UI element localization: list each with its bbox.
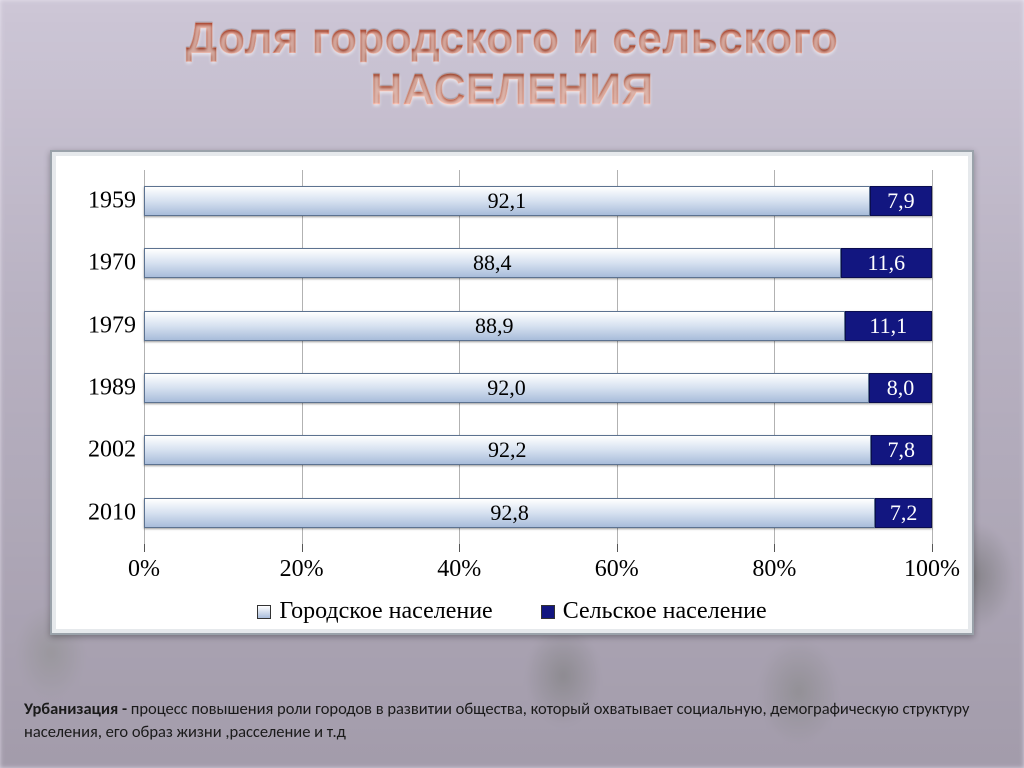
bar-segment-urban: 92,2	[144, 435, 871, 465]
bar-track: 92,8 7,2	[144, 498, 932, 528]
y-category-label: 1959	[68, 188, 136, 215]
y-category-label: 1989	[68, 375, 136, 402]
legend-item-urban: Городское население	[257, 598, 492, 625]
bar-track: 88,4 11,6	[144, 248, 932, 278]
legend-label: Сельское население	[563, 598, 767, 625]
legend-swatch-icon	[541, 605, 555, 619]
legend-label: Городское население	[279, 598, 492, 625]
bar-track: 88,9 11,1	[144, 311, 932, 341]
bar-value-label: 11,1	[869, 313, 907, 339]
x-tickmark	[459, 544, 460, 552]
chart-plot-area: 1959 92,1 7,9 1970 88,4 11,6 1979 88,9 1…	[144, 170, 932, 592]
legend-item-rural: Сельское население	[541, 598, 767, 625]
bar-row: 1989 92,0 8,0	[144, 368, 932, 408]
bar-row: 1959 92,1 7,9	[144, 181, 932, 221]
slide-title: Доля городского и сельского населения	[0, 0, 1024, 115]
title-line-2: населения	[0, 65, 1024, 116]
footnote-term: Урбанизация -	[24, 699, 131, 719]
x-axis: 0% 20% 40% 60% 80% 100%	[144, 544, 932, 592]
x-tickmark	[144, 544, 145, 552]
bar-track: 92,2 7,8	[144, 435, 932, 465]
y-category-label: 2010	[68, 499, 136, 526]
bar-value-label: 7,2	[890, 500, 918, 526]
footnote-body: процесс повышения роли городов в развити…	[24, 699, 969, 742]
legend-swatch-icon	[257, 605, 271, 619]
bar-row: 1970 88,4 11,6	[144, 243, 932, 283]
x-tickmark	[932, 544, 933, 552]
x-tick-label: 100%	[904, 556, 960, 583]
bars-container: 1959 92,1 7,9 1970 88,4 11,6 1979 88,9 1…	[144, 170, 932, 544]
footnote-text: Урбанизация - процесс повышения роли гор…	[24, 698, 1000, 744]
x-tick-label: 80%	[752, 556, 796, 583]
bar-track: 92,0 8,0	[144, 373, 932, 403]
bar-value-label: 8,0	[887, 375, 915, 401]
bar-segment-rural: 7,8	[871, 435, 932, 465]
x-tickmark	[617, 544, 618, 552]
x-tickmark	[774, 544, 775, 552]
bar-segment-rural: 11,1	[845, 311, 932, 341]
bar-value-label: 92,0	[487, 375, 526, 401]
bar-segment-urban: 88,9	[144, 311, 845, 341]
bar-value-label: 11,6	[867, 250, 905, 276]
bar-segment-urban: 92,0	[144, 373, 869, 403]
bar-value-label: 7,8	[888, 437, 916, 463]
legend: Городское население Сельское население	[68, 592, 956, 627]
bar-segment-rural: 11,6	[841, 248, 932, 278]
bar-row: 2010 92,8 7,2	[144, 493, 932, 533]
x-tick-label: 40%	[437, 556, 481, 583]
bar-row: 1979 88,9 11,1	[144, 306, 932, 346]
x-tickmark	[302, 544, 303, 552]
chart-panel: 1959 92,1 7,9 1970 88,4 11,6 1979 88,9 1…	[50, 150, 974, 635]
bar-value-label: 92,8	[490, 500, 529, 526]
bar-value-label: 88,4	[473, 250, 512, 276]
y-category-label: 1979	[68, 312, 136, 339]
y-category-label: 2002	[68, 437, 136, 464]
x-tick-label: 60%	[595, 556, 639, 583]
title-line-1: Доля городского и сельского	[0, 14, 1024, 65]
bar-segment-urban: 88,4	[144, 248, 841, 278]
bar-row: 2002 92,2 7,8	[144, 430, 932, 470]
y-category-label: 1970	[68, 250, 136, 277]
bar-value-label: 88,9	[475, 313, 514, 339]
bar-segment-rural: 7,9	[870, 186, 932, 216]
bar-value-label: 7,9	[887, 188, 915, 214]
bar-value-label: 92,2	[488, 437, 527, 463]
x-tick-label: 20%	[280, 556, 324, 583]
gridline	[932, 170, 933, 544]
bar-segment-urban: 92,8	[144, 498, 875, 528]
bar-segment-rural: 7,2	[875, 498, 932, 528]
x-tick-label: 0%	[128, 556, 160, 583]
bar-track: 92,1 7,9	[144, 186, 932, 216]
bar-segment-urban: 92,1	[144, 186, 870, 216]
bar-segment-rural: 8,0	[869, 373, 932, 403]
bar-value-label: 92,1	[488, 188, 527, 214]
